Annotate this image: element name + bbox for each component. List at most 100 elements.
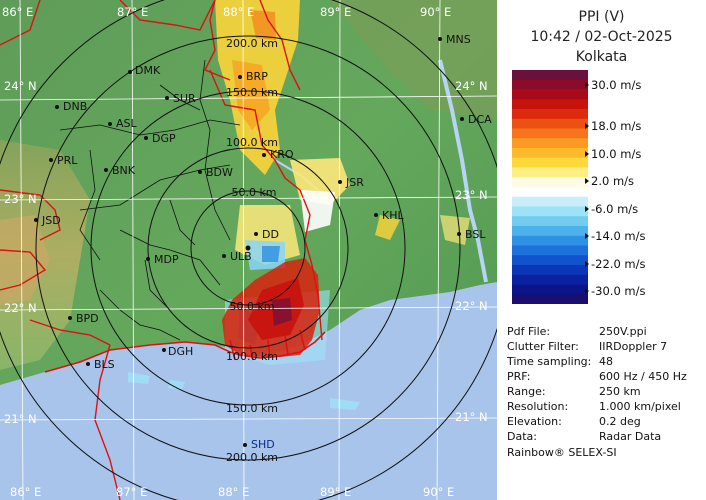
svg-text:DGP: DGP (152, 132, 176, 145)
range-label: 100.0 km (226, 350, 278, 363)
info-value: Radar Data (599, 430, 662, 443)
info-value: IIRDoppler 7 (599, 340, 668, 353)
city-marker: JSR (338, 176, 364, 189)
legend-swatch (512, 138, 588, 149)
legend-swatch (512, 187, 588, 198)
svg-text:DCA: DCA (468, 113, 492, 126)
info-value: 1.000 km/pixel (599, 400, 681, 413)
legend-swatch (512, 245, 588, 256)
svg-text:KRO: KRO (270, 148, 294, 161)
lon-label: 86° E (10, 485, 41, 499)
svg-text:BLS: BLS (94, 358, 115, 371)
svg-text:PRL: PRL (57, 154, 78, 167)
city-marker: SUR (165, 92, 196, 105)
city-marker: ASL (108, 117, 138, 130)
info-panel: PPI (V) 10:42 / 02-Oct-2025 Kolkata 30.0… (497, 0, 706, 500)
graticule (0, 0, 497, 500)
sundarbans-echo (222, 258, 320, 358)
svg-text:BSL: BSL (465, 228, 486, 241)
lat-label: 22° N (455, 299, 488, 313)
svg-text:SUR: SUR (173, 92, 196, 105)
legend-swatch (512, 235, 588, 246)
city-marker: KHL (374, 209, 404, 222)
svg-text:DD: DD (262, 228, 279, 241)
legend-swatch (512, 167, 588, 178)
city-marker: MNS (438, 33, 471, 46)
legend-swatch (512, 128, 588, 139)
highland-patch (0, 215, 50, 305)
svg-text:JSR: JSR (345, 176, 364, 189)
legend-swatch (512, 216, 588, 227)
borders-district (59, 59, 241, 341)
city-marker: SHD (243, 438, 275, 451)
svg-text:BPD: BPD (76, 312, 99, 325)
svg-text:SHD: SHD (251, 438, 275, 451)
lon-label: 90° E (423, 485, 454, 499)
info-value: 250 km (599, 385, 641, 398)
legend-label: -30.0 m/s (584, 284, 646, 298)
city-marker: BDW (198, 166, 233, 179)
info-value: 250V.ppi (599, 325, 647, 338)
svg-text:BDW: BDW (206, 166, 233, 179)
svg-text:BRP: BRP (246, 70, 268, 83)
range-label: 100.0 km (226, 136, 278, 149)
legend-swatch (512, 89, 588, 100)
coastline (44, 329, 326, 373)
svg-text:JSD: JSD (41, 214, 61, 227)
city-marker: PRL (49, 154, 78, 167)
city-marker: DNB (55, 100, 87, 113)
lon-label: 86° E (2, 5, 33, 19)
cities: MNS DMK BRP DNB SUR ASL DGP KRO DCA PRL … (34, 33, 492, 451)
legend-swatch (512, 196, 588, 207)
legend-label: 30.0 m/s (584, 78, 642, 92)
city-marker: DMK (128, 64, 161, 77)
lon-label: 89° E (320, 5, 351, 19)
info-key: Time sampling: (507, 355, 592, 368)
city-marker: BNK (104, 164, 136, 177)
info-value: 600 Hz / 450 Hz (599, 370, 687, 383)
range-labels: 50.0 km 100.0 km 150.0 km 200.0 km 50.0 … (226, 37, 278, 464)
legend-swatch (512, 274, 588, 285)
legend-label: 10.0 m/s (584, 147, 642, 161)
legend-swatch (512, 109, 588, 120)
city-marker: BSL (457, 228, 486, 241)
northeast-hills (330, 0, 497, 120)
lon-label: 89° E (320, 485, 351, 499)
legend-swatch (512, 255, 588, 266)
legend-swatch (512, 70, 588, 81)
legend-swatch (512, 118, 588, 129)
svg-text:MDP: MDP (154, 253, 179, 266)
range-label: 200.0 km (226, 451, 278, 464)
lat-label: 21° N (4, 412, 37, 426)
lat-lon-labels: 86° E 87° E 88° E 89° E 90° E 86° E 87° … (2, 5, 488, 499)
city-marker: BPD (68, 312, 99, 325)
river (438, 59, 488, 283)
lat-label: 24° N (455, 79, 488, 93)
lon-label: 90° E (420, 5, 451, 19)
legend-swatch (512, 265, 588, 276)
legend-label: 18.0 m/s (584, 119, 642, 133)
legend-swatch (512, 294, 588, 304)
radar-map: 50.0 km 100.0 km 150.0 km 200.0 km 50.0 … (0, 0, 497, 500)
svg-text:DNB: DNB (63, 100, 87, 113)
info-value: 0.2 deg (599, 415, 641, 428)
city-marker: MDP (146, 253, 179, 266)
lat-label: 23° N (455, 188, 488, 202)
city-marker: JSD (34, 214, 61, 227)
legend-label: -22.0 m/s (584, 257, 646, 271)
legend-swatch (512, 79, 588, 90)
legend-label: -6.0 m/s (584, 202, 639, 216)
svg-text:DMK: DMK (135, 64, 161, 77)
svg-text:DGH: DGH (168, 345, 193, 358)
city-marker: DCA (460, 113, 492, 126)
legend-label: -14.0 m/s (584, 229, 646, 243)
legend-color-bar (512, 70, 588, 304)
range-label: 150.0 km (226, 86, 278, 99)
info-key: Clutter Filter: (507, 340, 579, 353)
legend-label: 2.0 m/s (584, 174, 635, 188)
city-marker: BRP (238, 70, 268, 83)
lon-label: 88° E (218, 485, 249, 499)
legend-swatch (512, 99, 588, 110)
borders-red (0, 0, 323, 500)
lat-label: 22° N (4, 301, 37, 315)
